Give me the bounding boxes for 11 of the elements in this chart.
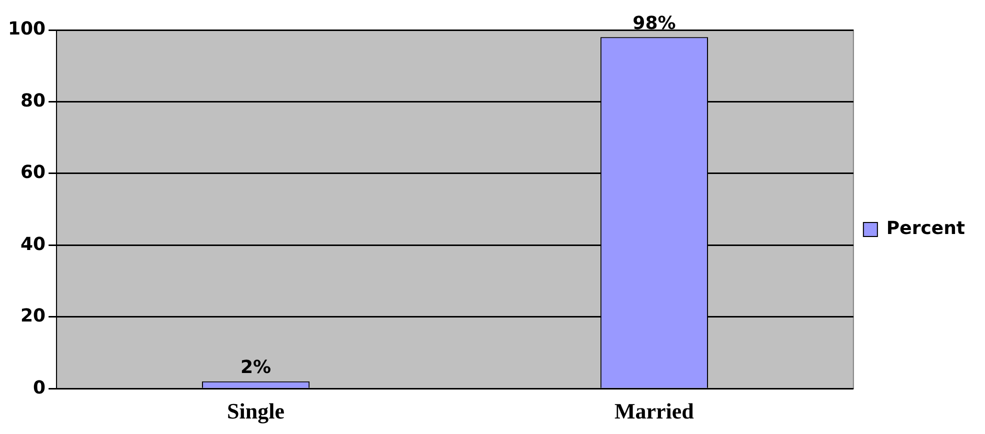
y-tick-label: 60 xyxy=(20,162,46,184)
data-label: 98% xyxy=(632,12,676,34)
x-tick-label: Married xyxy=(614,398,694,424)
data-label: 2% xyxy=(240,357,272,378)
x-tick-label: Single xyxy=(227,398,285,424)
legend-label: Percent xyxy=(886,218,966,240)
y-tick-label: 80 xyxy=(20,90,46,112)
y-tick-label: 20 xyxy=(20,306,46,327)
y-tick-label: 0 xyxy=(33,377,46,398)
y-tick-label: 100 xyxy=(8,18,46,40)
y-tick-label: 40 xyxy=(20,234,46,255)
